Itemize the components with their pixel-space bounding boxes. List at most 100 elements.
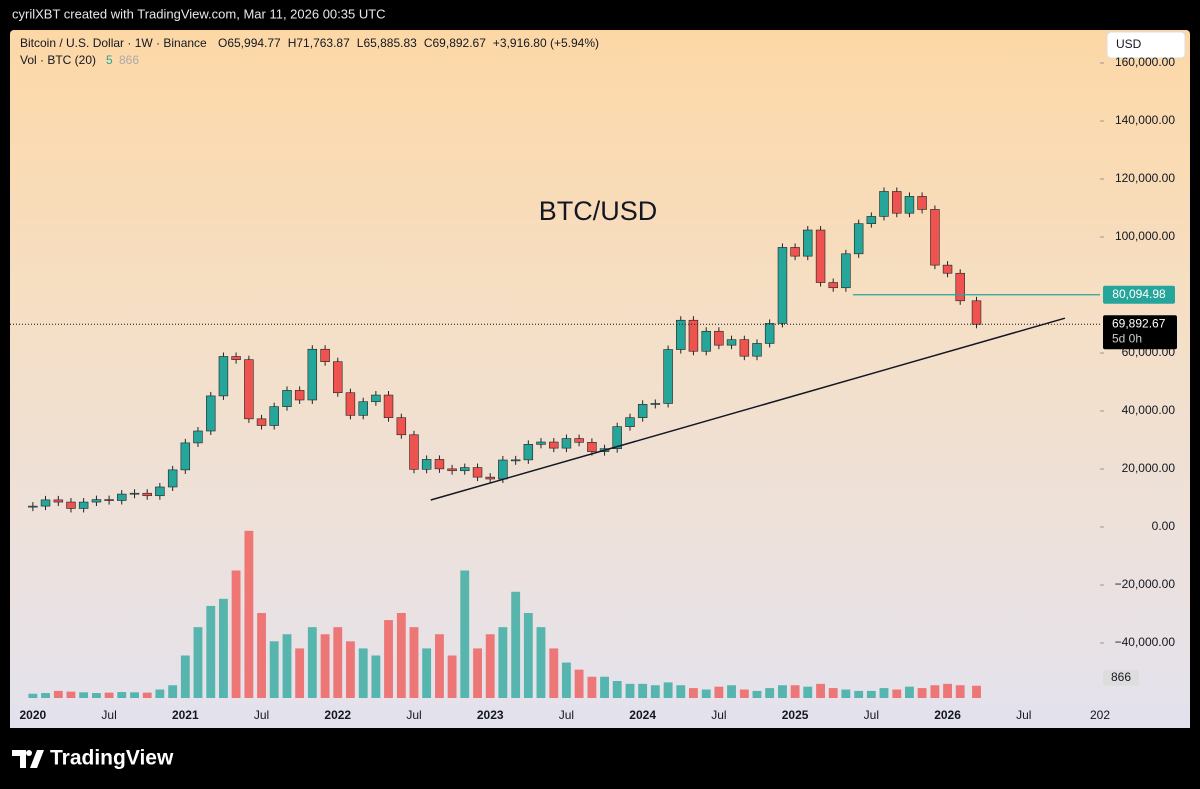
volume-legend-a: 5 <box>106 53 113 67</box>
volume-bar <box>955 685 965 698</box>
volume-bar <box>117 692 127 698</box>
volume-bar <box>345 641 355 698</box>
volume-bar <box>650 685 660 698</box>
countdown: 5d 0h <box>1112 331 1142 345</box>
candle-body <box>853 223 864 255</box>
volume-bar <box>269 641 279 698</box>
volume-bar <box>206 605 216 698</box>
volume-bar <box>523 613 533 698</box>
x-tick-label: 2020 <box>20 708 47 722</box>
volume-bar <box>53 690 63 698</box>
candle-body <box>904 196 915 214</box>
x-tick-label: 2023 <box>477 708 504 722</box>
volume-bar <box>498 627 508 698</box>
candle-body <box>688 319 699 352</box>
volume-bar <box>803 686 813 698</box>
candle-body <box>510 459 521 462</box>
volume-bar <box>282 634 292 698</box>
volume-bar <box>180 655 190 698</box>
candle-body <box>841 253 851 289</box>
volume-bar <box>422 648 432 698</box>
brand-logo <box>12 750 44 768</box>
volume-bar <box>295 648 305 698</box>
volume-bar <box>841 689 851 698</box>
ohlc-value: O65,994.77 <box>218 36 281 50</box>
candle-body <box>930 209 940 266</box>
volume-bar <box>701 689 711 698</box>
volume-bar <box>765 688 775 698</box>
candle-body <box>167 469 178 488</box>
volume-bar <box>460 570 470 698</box>
x-tick-label: 2024 <box>629 708 656 722</box>
candle-body <box>91 499 102 503</box>
candle-body <box>663 349 673 404</box>
candle-body <box>396 417 407 436</box>
candle-body <box>104 499 114 501</box>
candle-body <box>764 323 775 344</box>
volume-bar <box>92 693 101 698</box>
candle-body <box>244 359 254 420</box>
candle-body <box>637 404 648 418</box>
candle-body <box>40 499 51 507</box>
volume-bar <box>536 627 546 698</box>
x-tick-label: Jul <box>711 708 726 722</box>
candle-body <box>269 406 279 426</box>
volume-bar <box>473 648 482 698</box>
chart-title: BTC/USD <box>539 196 658 226</box>
volume-bar <box>244 530 254 698</box>
volume-bar <box>409 627 419 698</box>
volume-bar <box>612 681 622 698</box>
volume-bar <box>930 685 940 698</box>
candle-body <box>142 492 152 497</box>
y-tick-label: 140,000.00 <box>1115 113 1175 127</box>
candle-body <box>193 430 203 444</box>
volume-bar <box>193 627 203 698</box>
volume-bar <box>562 662 571 698</box>
candle-body <box>790 247 800 257</box>
candle-body <box>752 343 762 357</box>
x-tick-label: Jul <box>559 708 574 722</box>
x-tick-label: Jul <box>101 708 116 722</box>
candle-body <box>971 300 982 325</box>
volume-bar <box>917 688 927 698</box>
volume-bar <box>358 648 368 698</box>
volume-legend-b: 866 <box>119 53 139 67</box>
volume-last-box <box>1103 669 1139 686</box>
candle-body <box>866 216 877 224</box>
currency-button[interactable] <box>1106 31 1186 59</box>
candle-body <box>218 356 229 397</box>
volume-bar <box>752 690 762 698</box>
volume-bar <box>879 688 889 698</box>
candle-body <box>587 442 597 452</box>
candle-body <box>333 361 343 394</box>
trendline <box>430 317 1066 501</box>
y-tick-label: 100,000.00 <box>1115 229 1175 243</box>
volume-legend: Vol · BTC (20) <box>20 53 96 67</box>
ohlc-value: L65,885.83 <box>357 36 417 50</box>
volume-bar <box>854 690 864 698</box>
volume-bar <box>28 693 38 698</box>
candle-body <box>561 438 572 449</box>
volume-bar <box>41 693 50 698</box>
candle-body <box>28 505 38 508</box>
volume-bar <box>587 676 597 698</box>
candle-body <box>739 339 750 357</box>
candle-body <box>917 196 927 210</box>
candle-body <box>498 459 508 480</box>
volume-bar <box>905 686 914 698</box>
volume-bar <box>104 692 114 698</box>
candle-body <box>574 438 584 443</box>
candle-body <box>892 191 902 214</box>
currency[interactable]: USD <box>1116 37 1142 51</box>
y-tick-label: 160,000.00 <box>1115 55 1175 69</box>
y-tick-label: −40,000.00 <box>1115 635 1176 649</box>
candle-body <box>294 390 305 401</box>
ohlc-value: C69,892.67 <box>424 36 486 50</box>
candle-body <box>78 501 89 509</box>
candle-body <box>612 426 622 450</box>
volume-bar <box>155 689 165 698</box>
volume-bar <box>168 685 178 698</box>
last-price-label: 69,892.67 <box>1112 316 1166 330</box>
